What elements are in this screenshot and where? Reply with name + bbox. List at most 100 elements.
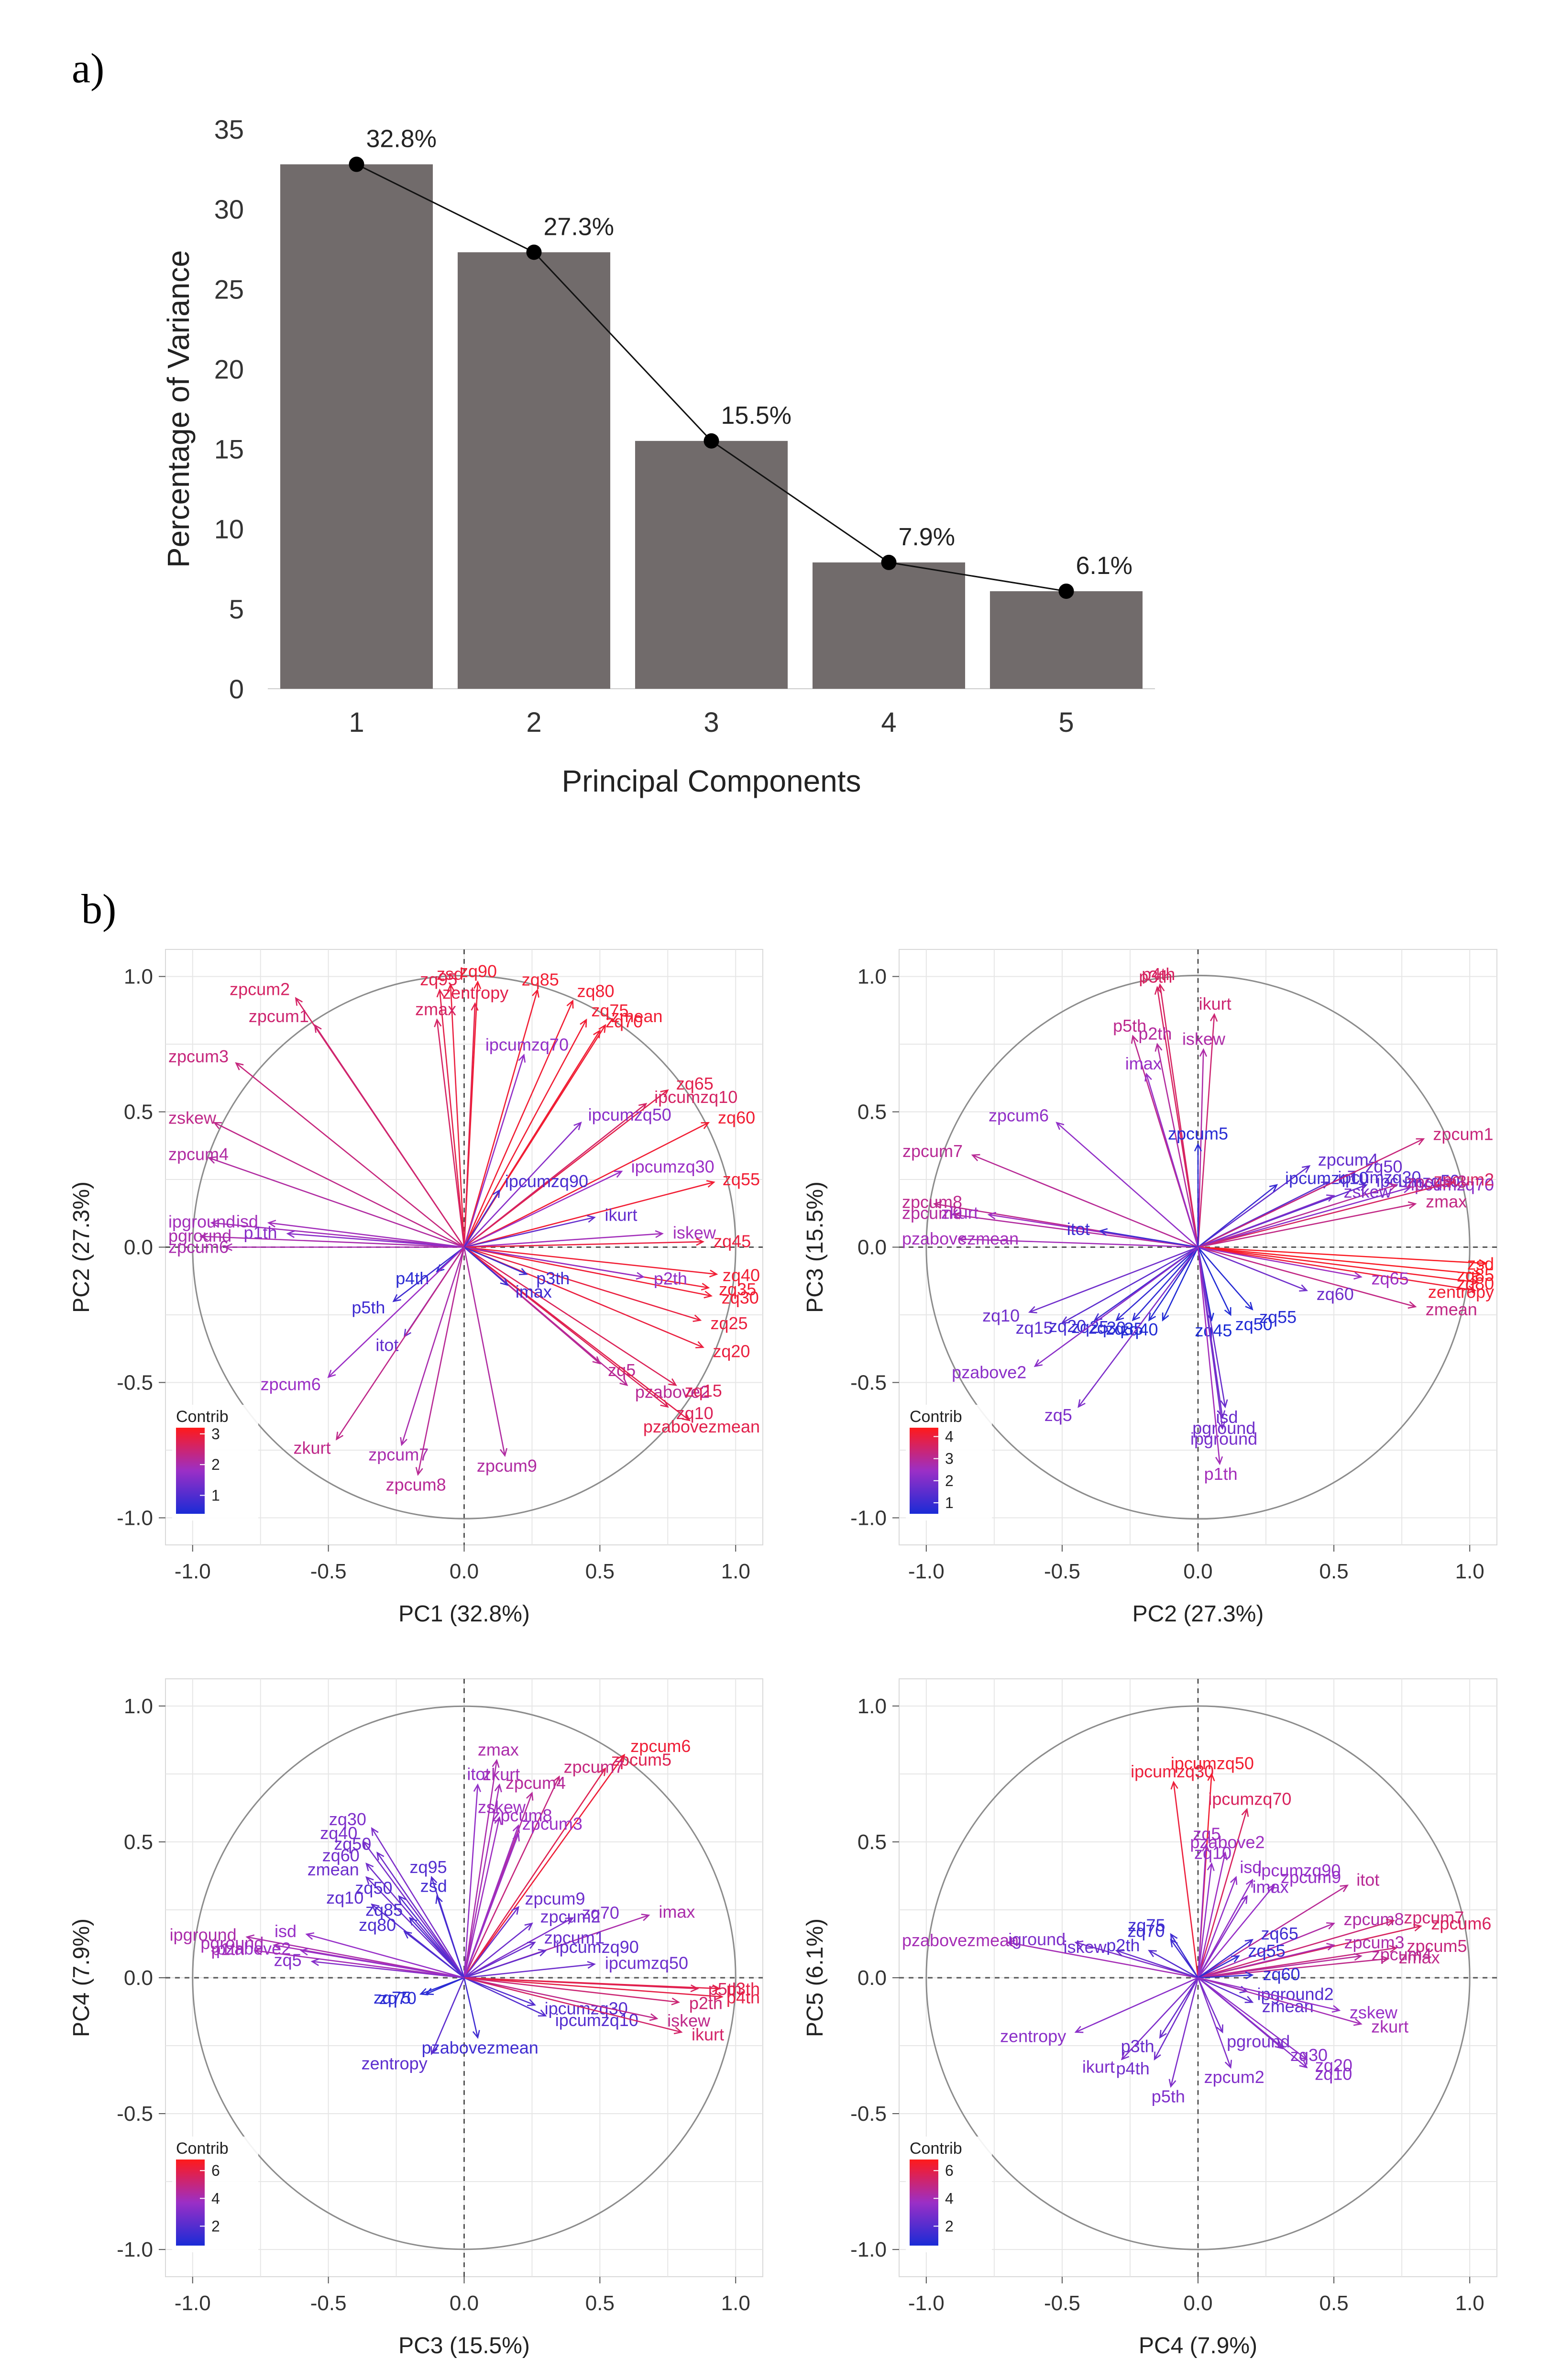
vector-arrow — [1154, 1977, 1199, 2060]
loading-vector: zq10 — [1194, 1843, 1231, 1978]
loading-vector: zentropy — [362, 1977, 465, 2073]
vector-arrowhead — [1230, 1875, 1238, 1885]
vector-arrowhead — [598, 1024, 606, 1033]
vector-arrow — [1198, 1977, 1253, 2003]
vector-label: zsd — [420, 1876, 447, 1896]
vector-label: p4th — [1116, 2059, 1150, 2078]
vector-label: zq45 — [714, 1232, 751, 1251]
loading-vector: zkurt — [293, 1246, 465, 1458]
y-tick-label: 20 — [214, 354, 244, 384]
vector-arrowhead — [1170, 1780, 1178, 1790]
vector-arrow — [1198, 1920, 1394, 1979]
vector-arrow — [464, 1977, 682, 2033]
vector-arrow — [417, 1247, 465, 1475]
vector-arrow — [1198, 1165, 1310, 1248]
loading-vector: zpcum4 — [463, 1773, 566, 1978]
vector-arrowhead — [957, 1235, 967, 1244]
y-tick-label: -0.5 — [850, 1371, 887, 1394]
loading-vector: zpcum8 — [1198, 1909, 1404, 1979]
x-tick-label: -0.5 — [310, 2292, 347, 2315]
y-tick-label: 0.5 — [857, 1101, 887, 1124]
vector-arrowhead — [415, 1467, 423, 1476]
vector-arrow — [1198, 1246, 1253, 1310]
x-tick-label: -0.5 — [1044, 2292, 1080, 2315]
vector-label: zpcum1 — [249, 1006, 309, 1026]
y-axis-title: Percentage of Variance — [161, 250, 196, 568]
loading-vector: zq25 — [1071, 1246, 1198, 1337]
loading-vector: p3th — [1139, 967, 1199, 1247]
vector-label: zq75 — [591, 1001, 628, 1020]
vector-arrowhead — [1326, 1943, 1335, 1950]
vector-arrow — [1132, 1246, 1198, 1321]
vector-label: zq70 — [379, 1988, 417, 2008]
loading-vector: zq15 — [1016, 1246, 1198, 1338]
vector-arrow — [463, 1941, 535, 1979]
loading-vector: zpcum2 — [463, 1907, 601, 1979]
vector-label: ikurt — [1199, 994, 1231, 1014]
legend-title: Contrib — [176, 2139, 229, 2158]
x-tick-label: 1.0 — [1455, 1560, 1484, 1583]
vector-arrowhead — [1245, 1971, 1254, 1980]
vector-arrow — [1198, 1246, 1486, 1264]
vector-arrowhead — [1340, 1884, 1349, 1893]
vector-arrowhead — [1121, 2051, 1130, 2060]
vector-label: zq60 — [1317, 1284, 1354, 1304]
vector-arrow — [1197, 1014, 1215, 1247]
vector-arrowhead — [371, 1903, 380, 1912]
bar — [989, 591, 1143, 689]
loading-vector: ikurt — [464, 1977, 724, 2044]
loading-vector: pzabovezmean — [463, 1246, 760, 1436]
loading-vector: p3th — [464, 1977, 760, 1999]
legend-tick-label: 2 — [945, 1472, 954, 1489]
vector-label: zq10 — [982, 1306, 1020, 1325]
vector-arrow — [463, 1776, 560, 1978]
loading-vector: pground — [1192, 1247, 1255, 1438]
data-label: 32.8% — [366, 125, 437, 153]
vector-label: zq10 — [676, 1403, 714, 1423]
vector-arrow — [1198, 1977, 1308, 2060]
vector-label: ipcumzq70 — [485, 1035, 569, 1055]
legend-tick-label: 1 — [211, 1487, 220, 1504]
vector-arrowhead — [494, 1816, 502, 1825]
x-tick-label: -1.0 — [908, 2292, 945, 2315]
loading-vector: zq30 — [464, 1246, 759, 1308]
vector-arrowhead — [472, 2030, 480, 2039]
loading-vector: ikurt — [464, 1205, 637, 1248]
vector-label: iskew — [1064, 1937, 1107, 1957]
loading-vector: iground — [1008, 1929, 1198, 1979]
vector-arrowhead — [1207, 1862, 1215, 1871]
vector-arrow — [464, 1241, 704, 1248]
loading-vector: zpcum6 — [463, 1736, 691, 1978]
vector-arrow — [398, 1895, 465, 1978]
x-tick-label: 0.0 — [450, 2292, 479, 2315]
loading-vector: isd — [236, 1212, 464, 1248]
loading-vector: zskew — [1198, 1977, 1398, 2022]
loading-vector: zq10 — [1198, 1977, 1352, 2084]
x-axis-title: PC2 (27.3%) — [1132, 1601, 1264, 1627]
data-label: 6.1% — [1076, 552, 1133, 580]
vector-label: p2th — [654, 1268, 687, 1288]
x-tick-label: 0.0 — [1183, 2292, 1212, 2315]
vector-label: zq95 — [420, 970, 457, 989]
vector-arrowhead — [1267, 1884, 1275, 1893]
loading-vector: zpcum9 — [1197, 1867, 1341, 1978]
vector-arrowhead — [1224, 2060, 1232, 2069]
vector-arrow — [1198, 1955, 1239, 1979]
vector-label: zpcum7 — [902, 1141, 963, 1161]
vector-arrowhead — [524, 1922, 533, 1931]
loading-vector: zq70 — [463, 1903, 619, 1979]
vector-arrowhead — [223, 1243, 232, 1251]
vector-arrowhead — [1194, 1143, 1202, 1152]
vector-arrow — [1075, 1977, 1198, 2033]
vector-arrow — [1197, 1877, 1237, 1978]
vector-label: ipground — [1190, 1429, 1257, 1448]
vector-label: zq10 — [1194, 1843, 1231, 1863]
vector-arrow — [464, 1246, 701, 1321]
vector-arrow — [255, 1950, 464, 1979]
loading-vector: zpcum4 — [168, 1144, 464, 1248]
vector-arrow — [1197, 1884, 1275, 1978]
x-tick-label: 1.0 — [721, 2292, 750, 2315]
vector-label: p2th — [1106, 1935, 1140, 1955]
vector-arrowhead — [1162, 1312, 1169, 1322]
vector-arrow — [463, 1977, 479, 2038]
